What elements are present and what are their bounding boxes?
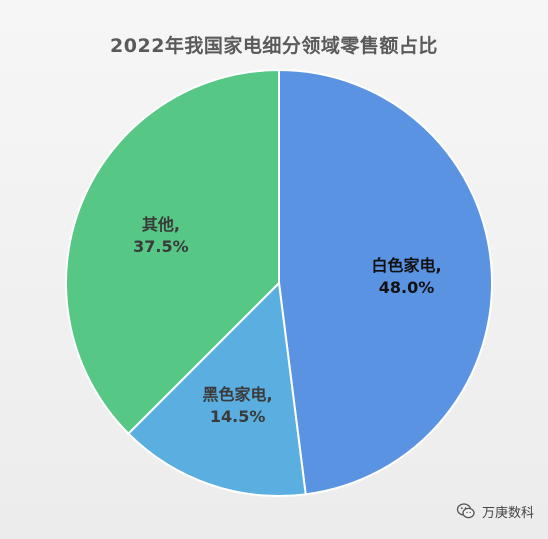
slice-label-1: 白色家电, 48.0%	[372, 256, 442, 297]
watermark: 万庚数科	[456, 501, 534, 521]
pie-slice-2	[126, 280, 307, 497]
slice-label-2: 黑色家电, 14.5%	[203, 385, 273, 426]
slice-name-3: 其他,	[142, 215, 180, 234]
slice-value-2: 14.5%	[210, 407, 266, 426]
pie-labels: 白色家电, 48.0% 黑色家电, 14.5% 其他, 37.5%	[133, 215, 441, 426]
slice-name-1: 白色家电,	[372, 256, 442, 275]
slice-value-1: 48.0%	[379, 278, 435, 297]
pie-slice-3	[64, 68, 280, 436]
wechat-icon	[456, 503, 475, 519]
slice-label-3: 其他, 37.5%	[133, 215, 189, 256]
slice-value-3: 37.5%	[133, 237, 189, 256]
pie-slices	[64, 68, 493, 497]
chart-title: 2022年我国家电细分领域零售额占比	[110, 35, 438, 57]
pie-slice-1	[278, 68, 493, 496]
slice-name-2: 黑色家电,	[203, 385, 273, 404]
watermark-text: 万庚数科	[481, 505, 534, 521]
